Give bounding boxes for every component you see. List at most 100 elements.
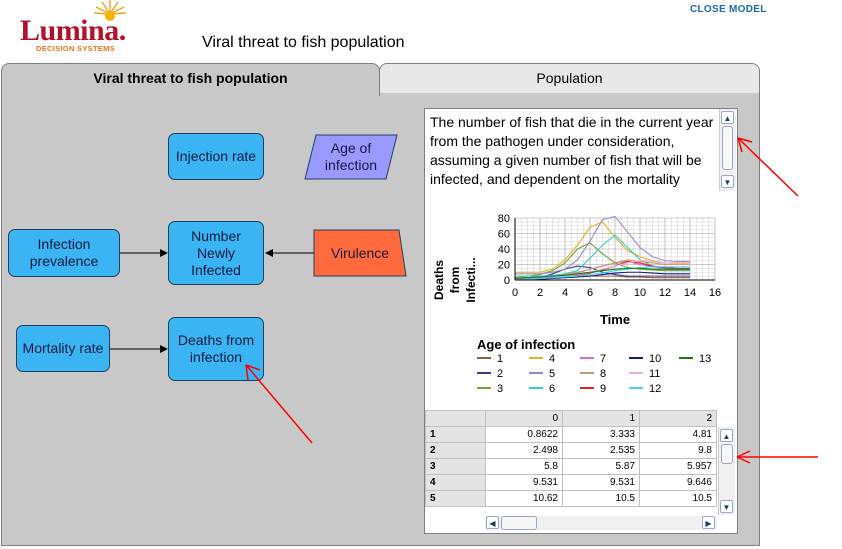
close-model-link[interactable]: CLOSE MODEL bbox=[690, 4, 767, 15]
legend-label: 9 bbox=[600, 383, 606, 395]
legend-label: 5 bbox=[549, 368, 555, 380]
table-hscroll-thumb[interactable] bbox=[501, 516, 537, 530]
table-scroll-down-icon[interactable]: ▼ bbox=[720, 500, 733, 513]
table-cell: 5.8 bbox=[485, 458, 563, 475]
x-tick-label: 4 bbox=[562, 287, 568, 299]
table-cell: 9.8 bbox=[639, 442, 717, 459]
tab-population[interactable]: Population bbox=[379, 63, 760, 94]
table-vertical-scrollbar[interactable]: ▲ ▼ bbox=[718, 427, 735, 515]
node-mortality-rate-label: Mortality rate bbox=[22, 340, 104, 356]
scroll-down-icon[interactable]: ▼ bbox=[721, 175, 734, 188]
y-tick-label: 80 bbox=[498, 213, 510, 225]
table-cell: 9.531 bbox=[562, 474, 640, 491]
chart-axes: 0 2 4 6 8 10 12 14 16 0 20 40 60 80 bbox=[498, 213, 721, 299]
table-row: 4 9.531 9.531 9.646 bbox=[425, 474, 717, 491]
node-age-of-infection[interactable]: Age of infection bbox=[304, 134, 398, 180]
table-row: 5 10.62 10.5 10.5 bbox=[425, 490, 717, 507]
y-tick-label: 20 bbox=[498, 260, 510, 272]
scroll-up-icon[interactable]: ▲ bbox=[721, 111, 734, 124]
x-tick-label: 6 bbox=[587, 287, 593, 299]
node-infection-prevalence[interactable]: Infection prevalence bbox=[8, 229, 120, 277]
table-row: 2 2.498 2.535 9.8 bbox=[425, 442, 717, 459]
table-scroll-right-icon[interactable]: ▶ bbox=[702, 516, 715, 529]
y-tick-label: 60 bbox=[498, 229, 510, 241]
chart-series bbox=[514, 215, 690, 281]
legend-label: 8 bbox=[600, 368, 606, 380]
description-scrollbar[interactable]: ▲ ▼ bbox=[719, 109, 736, 191]
x-tick-label: 2 bbox=[537, 287, 543, 299]
sunburst-icon bbox=[93, 0, 127, 21]
node-deaths-from-infection[interactable]: Deaths from infection bbox=[168, 317, 264, 381]
legend-item-13: 13 bbox=[679, 353, 711, 365]
chart-x-label: Time bbox=[600, 312, 630, 327]
legend-item-10: 10 bbox=[629, 353, 661, 365]
table-cell: 4.81 bbox=[639, 426, 717, 443]
legend-title: Age of infection bbox=[477, 337, 575, 352]
legend-label: 7 bbox=[600, 353, 606, 365]
table-row-header: 1 bbox=[425, 426, 486, 443]
logo-subtitle: DECISION SYSTEMS bbox=[36, 44, 115, 53]
decision-shape bbox=[304, 134, 398, 180]
series-line-13 bbox=[514, 267, 690, 279]
table-vscroll-thumb[interactable] bbox=[721, 444, 733, 464]
table-cell: 2.498 bbox=[485, 442, 563, 459]
node-injection-rate[interactable]: Injection rate bbox=[168, 133, 264, 180]
legend-item-2: 2 bbox=[477, 368, 503, 380]
table-cell: 3.333 bbox=[562, 426, 640, 443]
table-cell: 0.8622 bbox=[485, 426, 563, 443]
table-corner bbox=[425, 410, 486, 427]
legend-item-11: 11 bbox=[629, 368, 660, 380]
chart-y-label: Deaths from Infecti... bbox=[432, 257, 478, 302]
table-row-header: 3 bbox=[425, 458, 486, 475]
legend-item-8: 8 bbox=[580, 368, 606, 380]
node-virulence-label: Virulence bbox=[330, 244, 390, 261]
node-description: The number of fish that die in the curre… bbox=[430, 114, 714, 187]
node-infection-prevalence-label: Infection prevalence bbox=[29, 236, 99, 269]
table-row-header: 4 bbox=[425, 474, 486, 491]
x-tick-label: 10 bbox=[634, 287, 646, 299]
legend-item-1: 1 bbox=[477, 353, 503, 365]
x-tick-label: 16 bbox=[709, 287, 721, 299]
lumina-logo bbox=[18, 0, 143, 56]
table-row-header: 5 bbox=[425, 490, 486, 507]
table-col-header: 0 bbox=[485, 410, 563, 427]
legend-item-9: 9 bbox=[580, 383, 606, 395]
logo-wordmark: Lumina. bbox=[20, 14, 126, 47]
legend-label: 4 bbox=[549, 353, 555, 365]
series-line-12 bbox=[514, 266, 690, 281]
table-cell: 10.5 bbox=[639, 490, 717, 507]
table-cell: 5.87 bbox=[562, 458, 640, 475]
table-scroll-up-icon[interactable]: ▲ bbox=[720, 429, 733, 442]
table-cell: 5.957 bbox=[639, 458, 717, 475]
legend-label: 10 bbox=[649, 353, 661, 365]
result-table: 0 1 2 1 0.8622 3.333 4.81 2 2.498 2.535 … bbox=[425, 410, 717, 516]
table-cell: 2.535 bbox=[562, 442, 640, 459]
table-cell: 9.646 bbox=[639, 474, 717, 491]
node-mortality-rate[interactable]: Mortality rate bbox=[16, 325, 110, 372]
x-tick-label: 8 bbox=[612, 287, 618, 299]
table-row: 3 5.8 5.87 5.957 bbox=[425, 458, 717, 475]
table-col-header: 1 bbox=[562, 410, 640, 427]
tab-viral-threat[interactable]: Viral threat to fish population bbox=[1, 63, 380, 96]
legend-item-4: 4 bbox=[529, 353, 555, 365]
node-number-newly-infected-label: Number Newly Infected bbox=[191, 227, 241, 278]
node-number-newly-infected[interactable]: Number Newly Infected bbox=[168, 221, 264, 285]
node-virulence[interactable]: Virulence bbox=[313, 229, 407, 277]
table-row-header: 2 bbox=[425, 442, 486, 459]
legend-item-5: 5 bbox=[529, 368, 555, 380]
table-cell: 9.531 bbox=[485, 474, 563, 491]
page-title: Viral threat to fish population bbox=[202, 34, 405, 51]
legend-label: 6 bbox=[549, 383, 555, 395]
node-deaths-from-infection-label: Deaths from infection bbox=[177, 332, 255, 365]
legend-item-6: 6 bbox=[529, 383, 555, 395]
legend-label: 1 bbox=[497, 353, 503, 365]
table-scroll-left-icon[interactable]: ◀ bbox=[486, 516, 499, 529]
table-row: 1 0.8622 3.333 4.81 bbox=[425, 426, 717, 443]
node-injection-rate-label: Injection rate bbox=[175, 148, 257, 164]
legend-label: 2 bbox=[497, 368, 503, 380]
node-age-of-infection-label: Age of infection bbox=[324, 140, 378, 173]
description-scroll-thumb[interactable] bbox=[722, 126, 733, 170]
table-horizontal-scrollbar[interactable]: ◀ ▶ bbox=[485, 516, 717, 530]
